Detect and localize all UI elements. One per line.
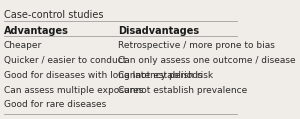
Text: Good for diseases with long latency periods: Good for diseases with long latency peri… xyxy=(4,71,203,80)
Text: Cannot establish risk: Cannot establish risk xyxy=(118,71,213,80)
Text: Cheaper: Cheaper xyxy=(4,41,42,50)
Text: Quicker / easier to conduct: Quicker / easier to conduct xyxy=(4,56,126,65)
Text: Retrospective / more prone to bias: Retrospective / more prone to bias xyxy=(118,41,275,50)
Text: Cannot establish prevalence: Cannot establish prevalence xyxy=(118,86,247,94)
Text: Advantages: Advantages xyxy=(4,26,69,36)
Text: Can assess multiple exposures: Can assess multiple exposures xyxy=(4,86,143,94)
Text: Good for rare diseases: Good for rare diseases xyxy=(4,100,106,109)
Text: Can only assess one outcome / disease: Can only assess one outcome / disease xyxy=(118,56,296,65)
Text: Case-control studies: Case-control studies xyxy=(4,10,103,20)
Text: Disadvantages: Disadvantages xyxy=(118,26,199,36)
